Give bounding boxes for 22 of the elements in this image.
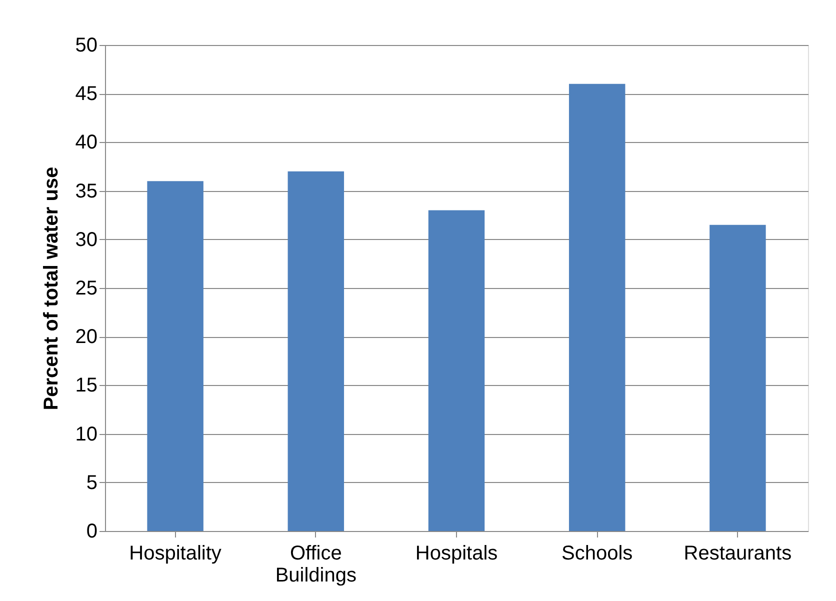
y-tick-label: 15 xyxy=(75,374,98,397)
y-tick-label: 30 xyxy=(75,228,98,251)
bar xyxy=(568,84,626,531)
y-tick-label: 45 xyxy=(75,83,98,106)
y-axis-title: Percent of total water use xyxy=(40,166,62,410)
x-tick-label: Office Buildings xyxy=(275,542,356,586)
x-tick-label: Restaurants xyxy=(684,542,792,564)
bar xyxy=(428,210,485,531)
bar xyxy=(710,224,766,531)
y-tick-label: 20 xyxy=(75,326,98,348)
y-tick-label: 50 xyxy=(75,34,98,56)
y-tick-label: 10 xyxy=(75,423,98,446)
bar xyxy=(288,171,344,531)
x-tick-label: Hospitality xyxy=(129,542,222,564)
x-tick-label: Hospitals xyxy=(415,542,498,564)
x-tick-label: Schools xyxy=(562,542,633,564)
y-tick-label: 0 xyxy=(86,520,98,542)
y-tick-label: 25 xyxy=(75,278,98,300)
y-tick-label: 35 xyxy=(75,180,98,202)
y-tick-label: 5 xyxy=(86,472,98,494)
bar xyxy=(147,181,204,531)
y-tick-label: 40 xyxy=(75,132,98,154)
